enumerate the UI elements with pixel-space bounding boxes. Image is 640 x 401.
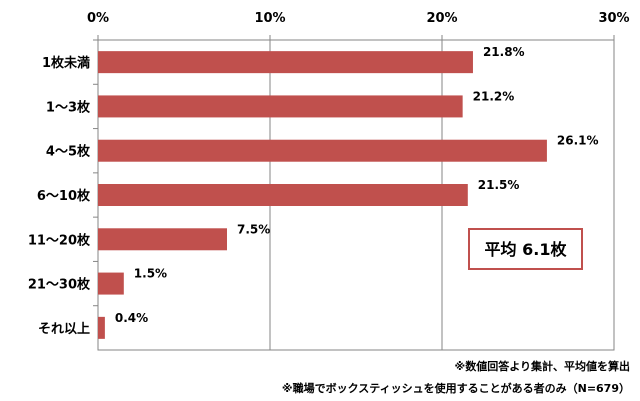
category-label: 1～3枚 xyxy=(46,99,91,115)
data-label: 7.5% xyxy=(237,222,270,236)
category-label: それ以上 xyxy=(38,322,90,337)
footnote-sample: ※職場でボックスティッシュを使用することがある者のみ（N=679） xyxy=(281,382,630,395)
bar xyxy=(98,95,463,118)
bar xyxy=(98,139,547,162)
bar xyxy=(98,316,105,339)
x-tick-label: 10% xyxy=(254,11,285,26)
bar xyxy=(98,228,227,251)
bar xyxy=(98,51,473,74)
x-tick-label: 30% xyxy=(598,11,629,26)
category-label: 6～10枚 xyxy=(37,188,91,204)
bar xyxy=(98,184,468,206)
data-label: 26.1% xyxy=(557,134,599,148)
data-label: 21.8% xyxy=(483,45,525,59)
x-tick-label: 20% xyxy=(426,11,457,26)
average-box xyxy=(468,228,583,270)
data-label: 0.4% xyxy=(115,311,148,325)
category-label: 21～30枚 xyxy=(28,277,91,293)
data-label: 1.5% xyxy=(134,267,167,281)
category-label: 1枚未満 xyxy=(42,55,90,71)
category-label: 4～5枚 xyxy=(46,144,91,160)
footnote-calculation: ※数値回答より集計、平均値を算出 xyxy=(454,360,630,373)
category-label: 11～20枚 xyxy=(28,232,91,248)
x-tick-label: 0% xyxy=(87,11,109,26)
data-label: 21.2% xyxy=(473,89,515,103)
data-label: 21.5% xyxy=(478,178,520,192)
bar xyxy=(98,272,124,295)
average-label: 平均 6.1枚 xyxy=(485,240,568,259)
